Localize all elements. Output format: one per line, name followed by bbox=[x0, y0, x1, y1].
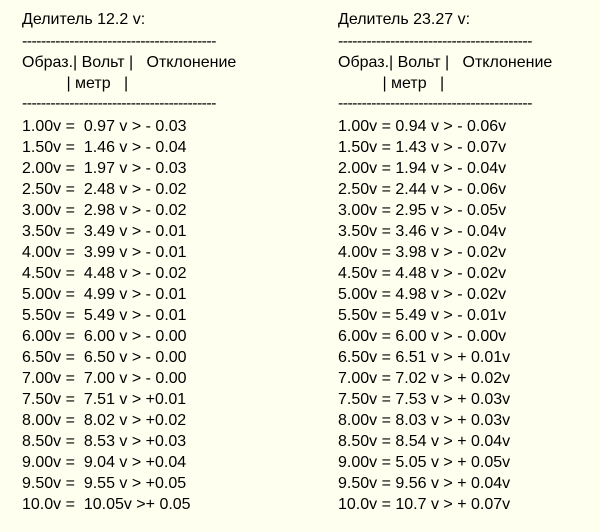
separator: ----------------------------------------… bbox=[338, 33, 532, 50]
row: 5.50v = 5.49 v > - 0.01 bbox=[22, 307, 187, 324]
row: 9.00v = 9.04 v > +0.04 bbox=[22, 454, 187, 471]
row: 7.00v = 7.02 v > + 0.02v bbox=[338, 370, 511, 387]
separator: ----------------------------------------… bbox=[22, 33, 216, 50]
row: 2.00v = 1.97 v > - 0.03 bbox=[22, 160, 187, 177]
row: 3.00v = 2.98 v > - 0.02 bbox=[22, 202, 187, 219]
header-line: Образ.| Вольт | Отклонение bbox=[338, 54, 553, 71]
row: 8.00v = 8.03 v > + 0.03v bbox=[338, 412, 511, 429]
title: Делитель 23.27 v: bbox=[338, 11, 471, 28]
row: 1.00v = 0.97 v > - 0.03 bbox=[22, 118, 187, 135]
header-line: | метр | bbox=[338, 75, 445, 92]
row: 2.00v = 1.94 v > - 0.04v bbox=[338, 160, 507, 177]
row: 10.0v = 10.05v >+ 0.05 bbox=[22, 496, 191, 513]
row: 8.50v = 8.53 v > +0.03 bbox=[22, 433, 187, 450]
row: 9.00v = 5.05 v > + 0.05v bbox=[338, 454, 511, 471]
row: 8.50v = 8.54 v > + 0.04v bbox=[338, 433, 511, 450]
row: 4.00v = 3.99 v > - 0.01 bbox=[22, 244, 187, 261]
row: 6.00v = 6.00 v > - 0.00v bbox=[338, 328, 507, 345]
row: 5.50v = 5.49 v > - 0.01v bbox=[338, 307, 507, 324]
row: 3.50v = 3.49 v > - 0.01 bbox=[22, 223, 187, 240]
row: 7.50v = 7.53 v > + 0.03v bbox=[338, 391, 511, 408]
row: 8.00v = 8.02 v > +0.02 bbox=[22, 412, 187, 429]
row: 9.50v = 9.55 v > +0.05 bbox=[22, 475, 187, 492]
separator: ----------------------------------------… bbox=[22, 95, 216, 112]
row: 1.50v = 1.43 v > - 0.07v bbox=[338, 139, 507, 156]
header-line: | метр | bbox=[22, 75, 129, 92]
row: 3.00v = 2.95 v > - 0.05v bbox=[338, 202, 507, 219]
row: 6.50v = 6.50 v > - 0.00 bbox=[22, 349, 187, 366]
row: 9.50v = 9.56 v > + 0.04v bbox=[338, 475, 511, 492]
row: 4.50v = 4.48 v > - 0.02 bbox=[22, 265, 187, 282]
row: 4.00v = 3.98 v > - 0.02v bbox=[338, 244, 507, 261]
row: 5.00v = 4.99 v > - 0.01 bbox=[22, 286, 187, 303]
row: 10.0v = 10.7 v > + 0.07v bbox=[338, 496, 511, 513]
row: 4.50v = 4.48 v > - 0.02v bbox=[338, 265, 507, 282]
row: 3.50v = 3.46 v > - 0.04v bbox=[338, 223, 507, 240]
separator: ----------------------------------------… bbox=[338, 95, 532, 112]
title: Делитель 12.2 v: bbox=[22, 11, 146, 28]
row: 5.00v = 4.98 v > - 0.02v bbox=[338, 286, 507, 303]
row: 2.50v = 2.48 v > - 0.02 bbox=[22, 181, 187, 198]
row: 2.50v = 2.44 v > - 0.06v bbox=[338, 181, 507, 198]
row: 1.50v = 1.46 v > - 0.04 bbox=[22, 139, 187, 156]
row: 1.00v = 0.94 v > - 0.06v bbox=[338, 118, 507, 135]
header-line: Образ.| Вольт | Отклонение bbox=[22, 54, 237, 71]
row: 7.00v = 7.00 v > - 0.00 bbox=[22, 370, 187, 387]
row: 7.50v = 7.51 v > +0.01 bbox=[22, 391, 187, 408]
row: 6.50v = 6.51 v > + 0.01v bbox=[338, 349, 511, 366]
row: 6.00v = 6.00 v > - 0.00 bbox=[22, 328, 187, 345]
